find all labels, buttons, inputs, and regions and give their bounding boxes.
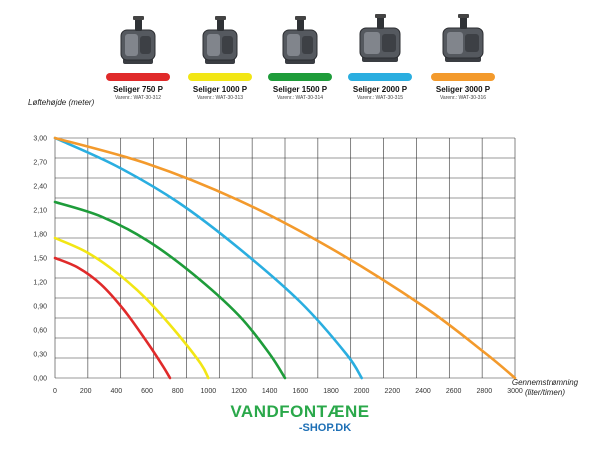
x-tick-label: 2800 <box>477 388 493 395</box>
legend-swatch <box>431 73 495 81</box>
x-tick-label: 1400 <box>262 388 278 395</box>
chart-grid <box>54 137 516 379</box>
series-line <box>53 256 172 380</box>
x-axis-title-line1: Gennemstrømning <box>512 378 579 387</box>
y-tick-label: 0,90 <box>33 304 47 311</box>
x-tick-label: 3000 <box>507 388 523 395</box>
legend-code: Varenr.: WAT-30-314 <box>277 95 323 101</box>
series-line <box>53 200 287 380</box>
legend-swatch <box>106 73 170 81</box>
y-tick-label: 0,30 <box>33 352 47 359</box>
x-tick-label: 0 <box>53 388 57 395</box>
x-tick-label: 200 <box>80 388 92 395</box>
brand-logo: VANDFONTÆNE -SHOP.DK <box>230 402 369 434</box>
pump-icon <box>282 16 318 64</box>
legend-label: Seliger 1000 P <box>193 85 248 94</box>
x-tick-label: 2600 <box>446 388 462 395</box>
x-tick-label: 1200 <box>231 388 247 395</box>
legend-label: Seliger 1500 P <box>273 85 328 94</box>
y-tick-label: 3,00 <box>33 136 47 143</box>
x-tick-label: 1600 <box>293 388 309 395</box>
legend-swatch <box>268 73 332 81</box>
legend-label: Seliger 3000 P <box>436 85 491 94</box>
brand-main-text: VANDFONTÆNE <box>230 402 369 421</box>
x-tick-label: 1800 <box>323 388 339 395</box>
axis-ticks: 0 200 400 600 800 1000 1200 1400 1600 1800 2000 220… <box>33 136 523 396</box>
legend-swatch <box>348 73 412 81</box>
series-line <box>53 136 517 380</box>
x-axis-title-line2: (liter/timen) <box>525 388 565 397</box>
x-tick-label: 600 <box>141 388 153 395</box>
pump-icon <box>120 16 156 64</box>
y-tick-label: 1,50 <box>33 256 47 263</box>
legend-code: Varenr.: WAT-30-315 <box>357 95 403 101</box>
y-tick-label: 1,20 <box>33 280 47 287</box>
brand-sub-text: -SHOP.DK <box>299 422 351 434</box>
y-tick-label: 2,40 <box>33 184 47 191</box>
y-tick-label: 0,00 <box>33 376 47 383</box>
x-tick-label: 2400 <box>415 388 431 395</box>
x-tick-label: 400 <box>110 388 122 395</box>
legend-code: Varenr.: WAT-30-312 <box>115 95 161 101</box>
legend-code: Varenr.: WAT-30-313 <box>197 95 243 101</box>
legend-swatch <box>188 73 252 81</box>
y-axis-title: Løftehøjde (meter) <box>28 98 95 107</box>
x-tick-label: 800 <box>172 388 184 395</box>
pump-icon <box>202 16 238 64</box>
pump-icon <box>359 14 401 62</box>
y-tick-label: 2,70 <box>33 160 47 167</box>
x-tick-label: 2200 <box>385 388 401 395</box>
x-tick-label: 1000 <box>201 388 217 395</box>
pump-icon <box>442 14 484 62</box>
series-line <box>53 136 363 380</box>
y-tick-label: 2,10 <box>33 208 47 215</box>
series-curves <box>53 136 517 380</box>
series-line <box>53 236 210 380</box>
x-tick-label: 2000 <box>354 388 370 395</box>
legend-label: Seliger 750 P <box>113 85 163 94</box>
y-tick-label: 1,80 <box>33 232 47 239</box>
legend-code: Varenr.: WAT-30-316 <box>440 95 486 101</box>
y-tick-label: 0,60 <box>33 328 47 335</box>
legend-label: Seliger 2000 P <box>353 85 408 94</box>
